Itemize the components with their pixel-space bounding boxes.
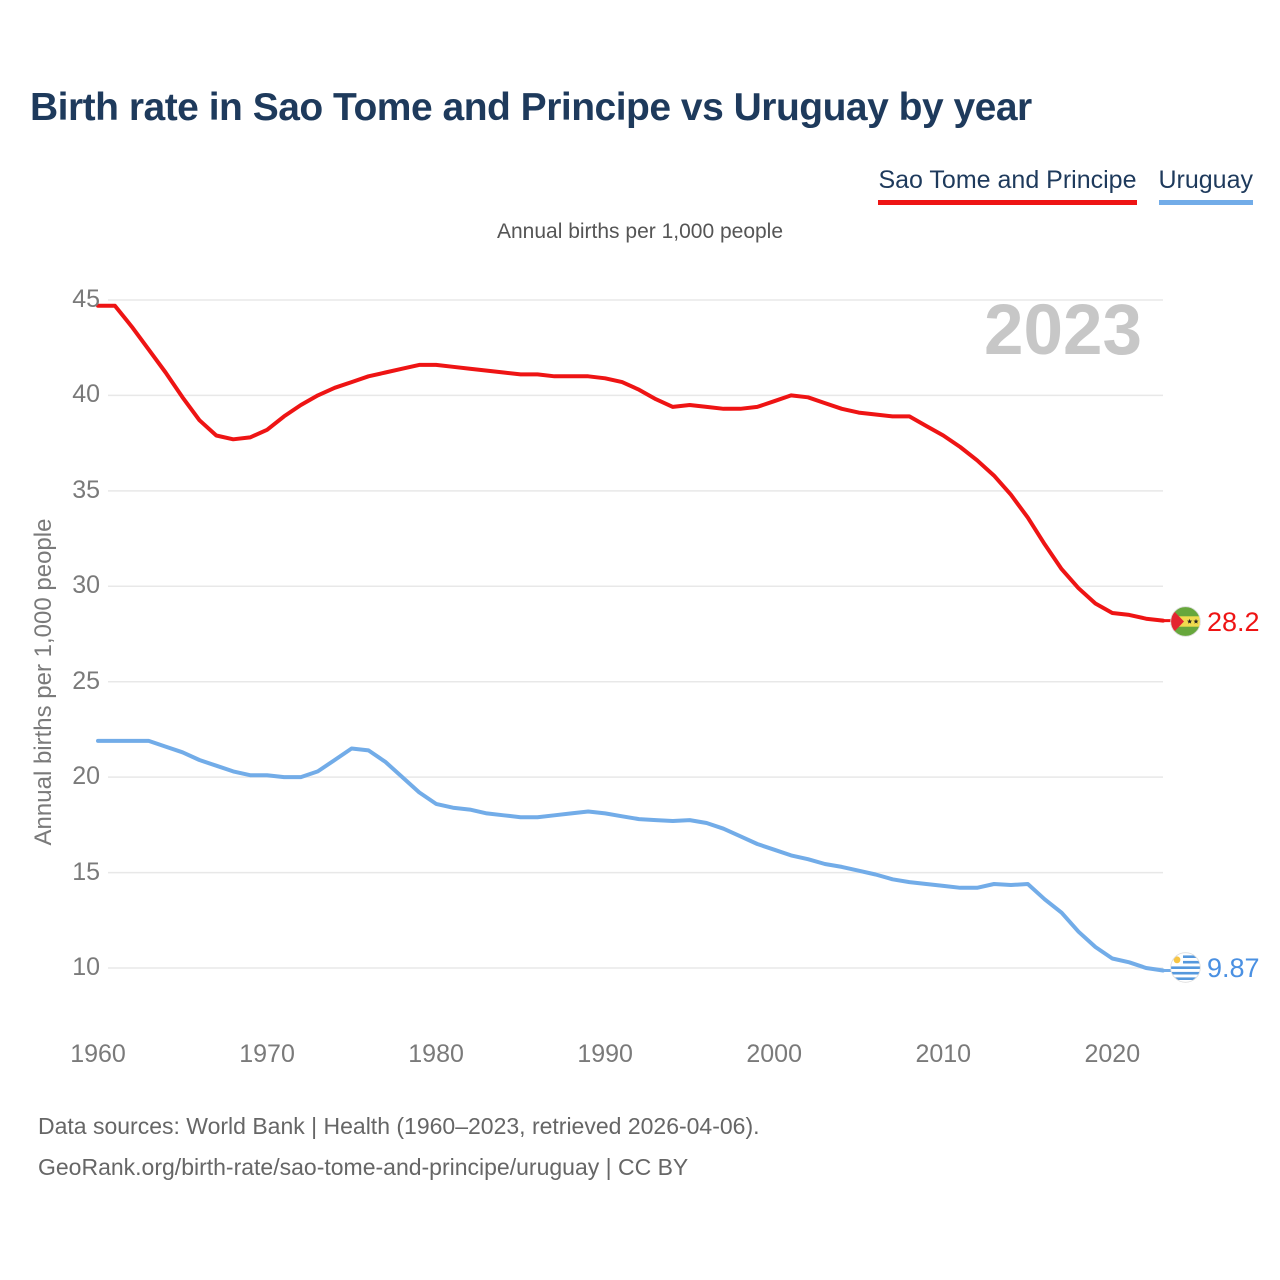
legend-item-uruguay[interactable]: Uruguay	[1158, 166, 1253, 205]
legend-item-sao-tome-and-principe[interactable]: Sao Tome and Principe	[878, 166, 1137, 205]
page-title: Birth rate in Sao Tome and Principe vs U…	[30, 86, 1032, 129]
sao-tome-and-principe-flag-icon	[1170, 606, 1201, 637]
line-uruguay	[96, 738, 1165, 973]
watermark-year: 2023	[984, 291, 1142, 370]
legend: Sao Tome and Principe Uruguay	[878, 166, 1253, 205]
footer: Data sources: World Bank | Health (1960–…	[38, 1106, 760, 1188]
data-sources-line: Data sources: World Bank | Health (1960–…	[38, 1113, 760, 1139]
line-sao-tome-and-principe	[96, 303, 1165, 623]
uruguay-flag-icon	[1170, 952, 1201, 983]
uruguay-end-value: 9.87	[1207, 953, 1260, 983]
attribution-line: GeoRank.org/birth-rate/sao-tome-and-prin…	[38, 1154, 689, 1180]
chart-subtitle: Annual births per 1,000 people	[496, 220, 784, 243]
sao-tome-end-value: 28.2	[1207, 607, 1260, 637]
